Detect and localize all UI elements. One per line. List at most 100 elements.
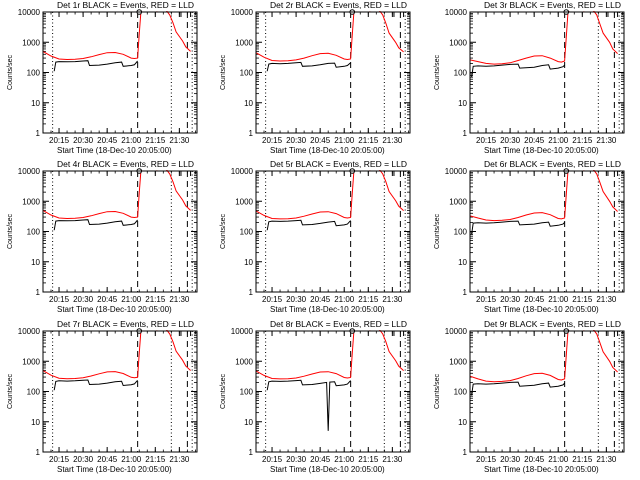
chart-8-xtick-label: 20:30 [286, 455, 307, 464]
chart-2-ytick-label: 100 [240, 69, 254, 78]
chart-9-xtick-label: 20:30 [500, 455, 521, 464]
chart-8-series-events [266, 379, 351, 431]
chart-8-ylabel: Counts/sec [220, 373, 227, 409]
chart-9: Det 9r BLACK = Events, RED = LLD Counts/s… [434, 319, 625, 474]
chart-2-frame [255, 11, 411, 134]
chart-5-xtick-label: 20:15 [262, 295, 283, 304]
chart-2-xtick-label: 20:30 [286, 136, 307, 145]
chart-9-xtick-label: 21:15 [572, 455, 593, 464]
chart-2-xlabel: Start Time (18-Dec-10 20:05:00) [270, 146, 385, 155]
chart-8-ytick-label: 10000 [231, 327, 254, 336]
chart-3-xtick-label: 20:15 [476, 136, 497, 145]
chart-6-bracket [607, 170, 619, 176]
chart-1-xtick-label: 21:15 [145, 136, 166, 145]
chart-3-xlabel: Start Time (18-Dec-10 20:05:00) [484, 146, 599, 155]
chart-7-ytick-label: 1 [36, 448, 41, 457]
chart-5-bracket [393, 170, 405, 176]
chart-7-ytick-label: 1000 [22, 357, 40, 366]
chart-3-series-events [471, 63, 565, 78]
chart-7-xtick-label: 20:30 [73, 455, 94, 464]
chart-2-series-lld [256, 11, 404, 62]
chart-6-xlabel: Start Time (18-Dec-10 20:05:00) [484, 305, 599, 314]
chart-4-series-lld [43, 170, 191, 220]
chart-9-xtick-label: 21:30 [596, 455, 617, 464]
chart-8-ytick-label: 1 [249, 448, 254, 457]
chart-4-frame [42, 170, 198, 293]
chart-5-xtick-label: 21:15 [358, 295, 379, 304]
chart-1-ytick-label: 10000 [18, 8, 41, 17]
chart-2-title: Det 2r BLACK = Events, RED = LLD [270, 0, 407, 10]
chart-2-ytick-label: 10 [244, 99, 253, 108]
chart-6-ylabel: Counts/sec [434, 213, 441, 249]
chart-5-xtick-label: 21:30 [382, 295, 403, 304]
chart-9-ylabel: Counts/sec [434, 373, 441, 409]
chart-5-xtick-label: 21:00 [334, 295, 355, 304]
chart-9-bracket [607, 330, 619, 336]
chart-1-ylabel: Counts/sec [7, 54, 14, 90]
chart-1-ytick-label: 10 [31, 99, 40, 108]
chart-6-xtick-label: 20:45 [524, 295, 545, 304]
chart-5-xtick-label: 20:45 [310, 295, 331, 304]
chart-6-ytick-label: 100 [454, 228, 468, 237]
chart-7-series-lld [43, 330, 191, 380]
chart-8-xlabel: Start Time (18-Dec-10 20:05:00) [270, 465, 385, 474]
chart-6-ytick-label: 10 [458, 258, 467, 267]
chart-3-ytick-label: 1000 [449, 38, 467, 47]
chart-7: Det 7r BLACK = Events, RED = LLD Counts/s… [7, 319, 198, 474]
chart-7-title: Det 7r BLACK = Events, RED = LLD [57, 319, 194, 329]
chart-3-ytick-label: 1 [463, 129, 468, 138]
chart-2-ytick-label: 1 [249, 129, 254, 138]
chart-2-xtick-label: 20:45 [310, 136, 331, 145]
chart-5-series-lld [256, 170, 404, 220]
chart-8-xtick-label: 20:15 [262, 455, 283, 464]
chart-8-ytick-label: 1000 [235, 357, 253, 366]
chart-2-bracket [393, 11, 405, 17]
chart-4-xtick-label: 20:15 [49, 295, 70, 304]
chart-4-series-events [53, 219, 138, 231]
chart-5: Det 5r BLACK = Events, RED = LLD Counts/s… [220, 159, 411, 314]
chart-6-xtick-label: 20:15 [476, 295, 497, 304]
chart-5-ytick-label: 1000 [235, 197, 253, 206]
chart-1-xtick-label: 20:45 [97, 136, 118, 145]
chart-8: Det 8r BLACK = Events, RED = LLD Counts/s… [220, 319, 411, 474]
chart-3-frame [469, 11, 625, 134]
chart-1-ytick-label: 1 [36, 129, 41, 138]
chart-1-ytick-label: 100 [27, 69, 41, 78]
chart-8-xtick-label: 20:45 [310, 455, 331, 464]
chart-1-frame [42, 11, 198, 134]
chart-9-title: Det 9r BLACK = Events, RED = LLD [484, 319, 621, 329]
chart-3-bracket [607, 11, 619, 17]
chart-3-xtick-label: 21:15 [572, 136, 593, 145]
chart-2-xtick-label: 21:15 [358, 136, 379, 145]
chart-6-title: Det 6r BLACK = Events, RED = LLD [484, 159, 621, 169]
chart-4-xtick-label: 21:30 [169, 295, 190, 304]
chart-2-ytick-label: 1000 [235, 38, 253, 47]
chart-3-xtick-label: 21:00 [548, 136, 569, 145]
chart-9-ytick-label: 1 [463, 448, 468, 457]
chart-6-xtick-label: 21:15 [572, 295, 593, 304]
chart-7-bracket [180, 330, 192, 336]
chart-3-xtick-label: 20:30 [500, 136, 521, 145]
chart-6-ytick-label: 1 [463, 288, 468, 297]
chart-1-ytick-label: 1000 [22, 38, 40, 47]
chart-6-ytick-label: 1000 [449, 197, 467, 206]
chart-4-ytick-label: 100 [27, 228, 41, 237]
chart-3-ytick-label: 10 [458, 99, 467, 108]
chart-2-xtick-label: 20:15 [262, 136, 283, 145]
chart-5-ylabel: Counts/sec [220, 213, 227, 249]
chart-7-xlabel: Start Time (18-Dec-10 20:05:00) [57, 465, 172, 474]
chart-1-series-events [53, 60, 138, 72]
chart-2-ytick-label: 10000 [231, 8, 254, 17]
chart-4-xtick-label: 20:30 [73, 295, 94, 304]
chart-4: Det 4r BLACK = Events, RED = LLD Counts/s… [7, 159, 198, 314]
chart-3-xtick-label: 20:45 [524, 136, 545, 145]
chart-9-xlabel: Start Time (18-Dec-10 20:05:00) [484, 465, 599, 474]
chart-4-bracket [180, 170, 192, 176]
chart-5-title: Det 5r BLACK = Events, RED = LLD [270, 159, 407, 169]
chart-6-series-lld [470, 170, 618, 222]
chart-7-xtick-label: 20:45 [97, 455, 118, 464]
chart-1-xtick-label: 20:30 [73, 136, 94, 145]
chart-4-title: Det 4r BLACK = Events, RED = LLD [57, 159, 194, 169]
chart-4-ytick-label: 10000 [18, 167, 41, 176]
